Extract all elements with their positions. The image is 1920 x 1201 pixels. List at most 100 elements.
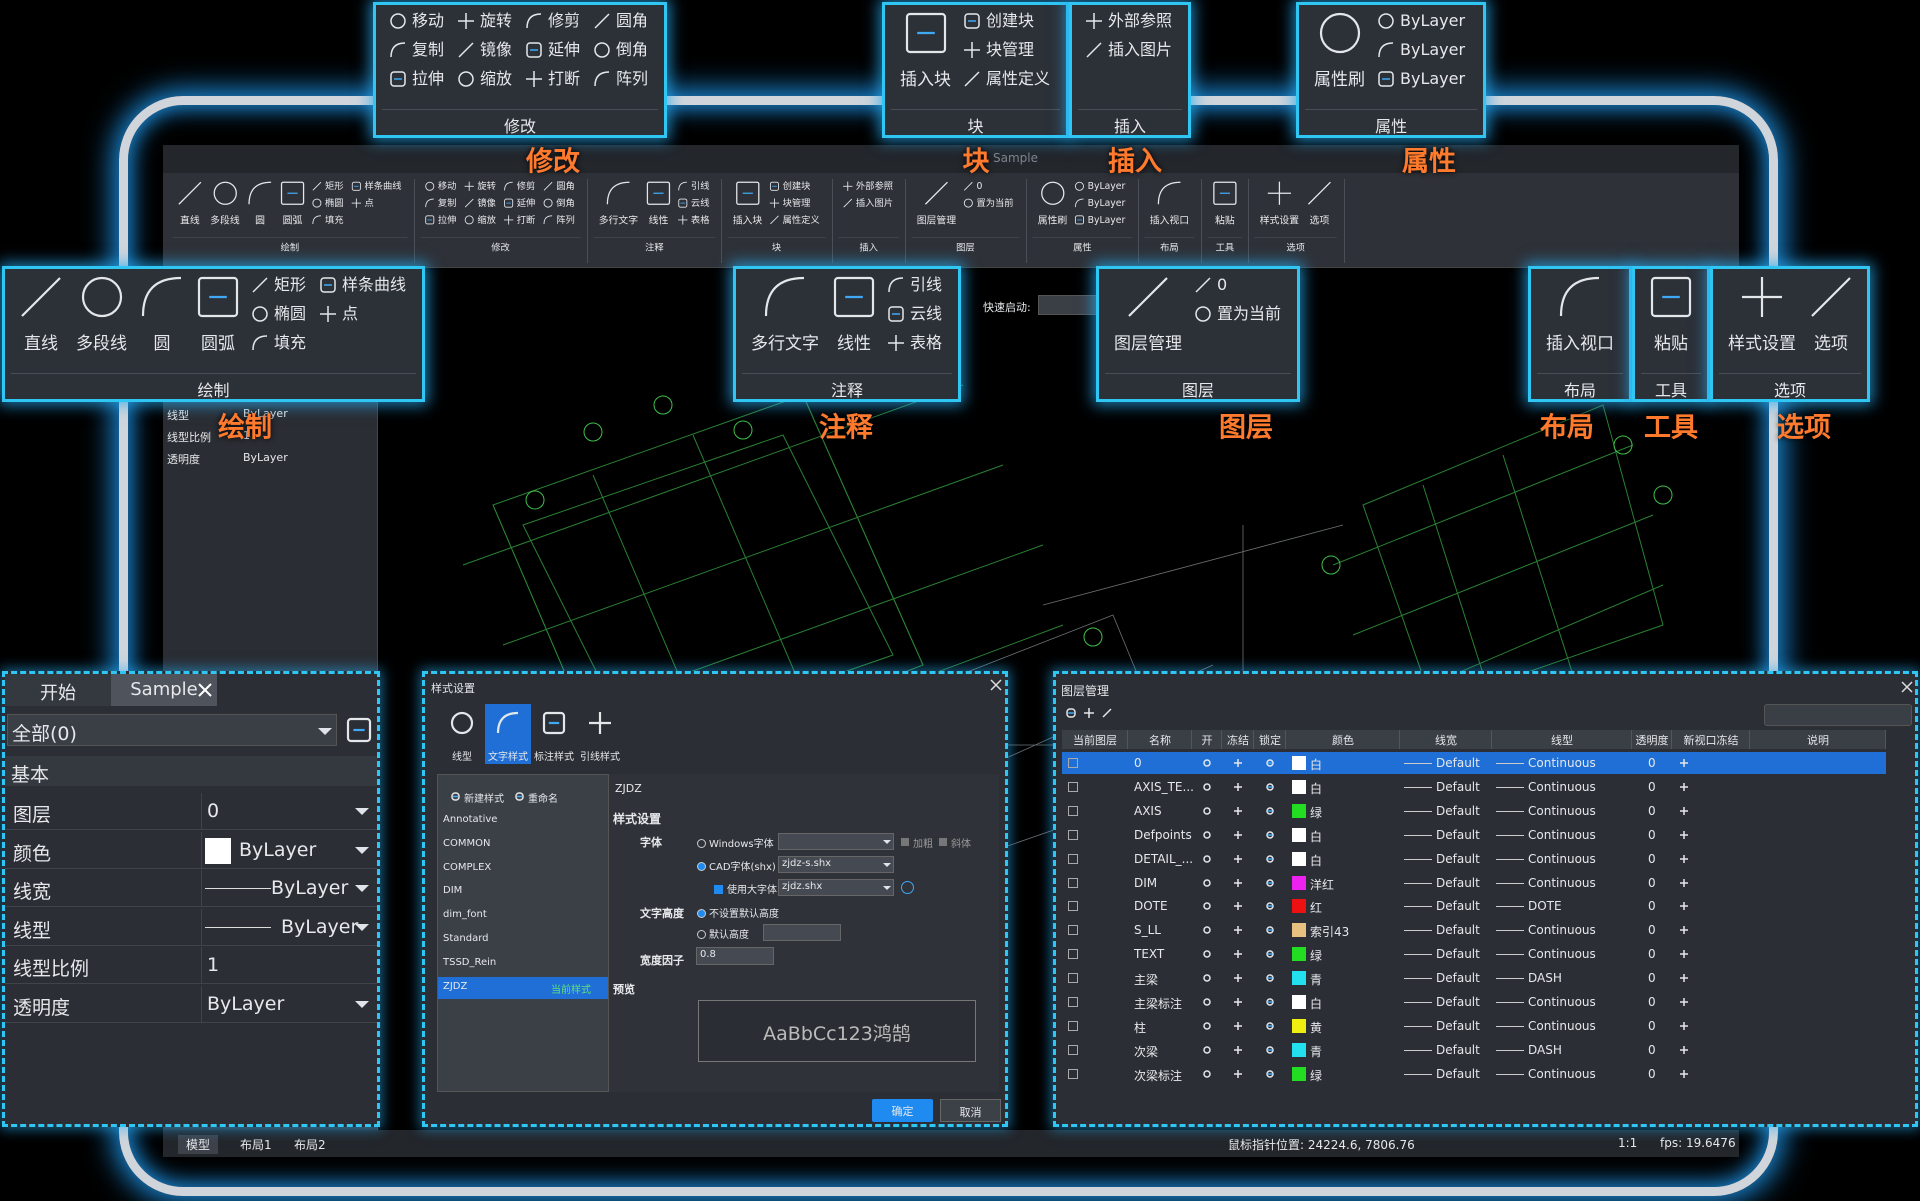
layout-tab[interactable]: 模型 <box>178 1135 219 1154</box>
search-box[interactable] <box>1764 704 1912 726</box>
style-item[interactable]: dim_font <box>443 909 487 921</box>
large-button-label[interactable]: 直线 <box>24 334 58 354</box>
small-button-label[interactable]: 修剪 <box>516 180 535 192</box>
small-button-label[interactable]: 填充 <box>274 333 307 352</box>
small-button-label[interactable]: 块管理 <box>986 40 1035 59</box>
small-button-label[interactable]: ByLayer <box>1400 11 1466 30</box>
small-button-label[interactable]: 外部参照 <box>1108 11 1173 30</box>
large-button-label[interactable]: 线性 <box>837 334 871 354</box>
small-button-label[interactable]: 表格 <box>910 333 943 352</box>
style-item[interactable]: DIM <box>443 885 463 897</box>
small-button-label[interactable]: 倒角 <box>616 40 649 59</box>
large-button-label[interactable]: 插入块 <box>900 70 951 90</box>
style-item[interactable]: COMPLEX <box>443 861 492 873</box>
width-input[interactable]: 0.8 <box>696 947 774 965</box>
small-button-label[interactable]: ByLayer <box>1087 214 1125 226</box>
layer-filter-dropdown[interactable]: 全部(0) <box>7 714 337 746</box>
small-button-label[interactable]: 引线 <box>690 180 709 192</box>
large-button-label[interactable]: 插入块 <box>732 214 763 227</box>
small-button-label[interactable]: 引线 <box>910 275 943 294</box>
small-button-label[interactable]: ByLayer <box>1400 69 1466 88</box>
small-button-label[interactable]: 样条曲线 <box>342 275 407 294</box>
large-button-label[interactable]: 多段线 <box>210 214 240 227</box>
cancel-button[interactable]: 取消 <box>940 1099 1001 1122</box>
small-button-label[interactable]: 插入图片 <box>1108 40 1173 59</box>
small-button-label[interactable]: 属性定义 <box>986 69 1051 88</box>
small-button-label[interactable]: 修剪 <box>548 11 581 30</box>
dialog-tab[interactable]: 文字样式 <box>488 752 528 763</box>
small-button-label[interactable]: 复制 <box>412 40 445 59</box>
style-item[interactable]: COMMON <box>443 837 491 849</box>
large-button-label[interactable]: 属性刷 <box>1037 214 1067 227</box>
small-button-label[interactable]: 表格 <box>690 214 709 226</box>
small-button-label[interactable]: 缩放 <box>480 69 513 88</box>
style-item[interactable]: TSSD_Rein <box>443 956 497 968</box>
small-button-label[interactable]: 插入图片 <box>855 197 893 209</box>
large-button-label[interactable]: 样式设置 <box>1260 214 1300 227</box>
small-button-label[interactable]: 延伸 <box>516 197 535 209</box>
large-button-label[interactable]: 样式设置 <box>1728 334 1796 354</box>
large-button-label[interactable]: 图层管理 <box>1114 334 1182 354</box>
dropdown[interactable] <box>778 833 894 850</box>
large-button-label[interactable]: 图层管理 <box>916 214 957 227</box>
large-button-label[interactable]: 圆 <box>153 334 171 354</box>
style-item[interactable]: ZJDZ <box>443 980 468 992</box>
small-button-label[interactable]: 云线 <box>910 304 943 323</box>
dialog-tab[interactable]: 标注样式 <box>534 752 574 763</box>
small-button-label[interactable]: 0 <box>1217 275 1228 294</box>
small-button-label[interactable]: 圆角 <box>555 180 575 192</box>
small-button-label[interactable]: 打断 <box>516 214 535 226</box>
large-button-label[interactable]: 线性 <box>648 214 668 227</box>
small-button-label[interactable]: 椭圆 <box>274 304 307 323</box>
small-button-label[interactable]: 打断 <box>548 69 581 88</box>
small-button-label[interactable]: 置为当前 <box>1217 304 1282 323</box>
small-button-label[interactable]: ByLayer <box>1400 40 1466 59</box>
layer-row[interactable] <box>1062 752 1886 774</box>
small-button-label[interactable]: 创建块 <box>986 11 1035 30</box>
large-button-label[interactable]: 圆 <box>255 214 265 227</box>
small-button-label[interactable]: 拉伸 <box>412 69 445 88</box>
dropdown[interactable]: zjdz-s.shx <box>778 856 894 873</box>
dialog-tab[interactable]: 引线样式 <box>580 752 620 763</box>
small-button-label[interactable]: 矩形 <box>325 180 344 192</box>
small-button-label[interactable]: 移动 <box>412 11 445 30</box>
large-button-label[interactable]: 圆弧 <box>282 214 303 227</box>
small-button-label[interactable]: 创建块 <box>782 180 811 192</box>
small-button-label[interactable]: 云线 <box>690 197 709 209</box>
dialog-tab[interactable]: 线型 <box>452 752 472 763</box>
large-button-label[interactable]: 选项 <box>1814 334 1848 354</box>
small-button-label[interactable]: 块管理 <box>782 197 811 209</box>
large-button-label[interactable]: 粘贴 <box>1654 334 1688 354</box>
small-button-label[interactable]: 样条曲线 <box>364 180 402 192</box>
large-button-label[interactable]: 直线 <box>180 214 200 227</box>
large-button-label[interactable]: 多段线 <box>76 334 127 354</box>
style-item[interactable]: Standard <box>443 933 489 944</box>
large-button-label[interactable]: 插入视口 <box>1546 334 1614 354</box>
large-button-label[interactable]: 圆弧 <box>201 334 235 354</box>
large-button-label[interactable]: 插入视口 <box>1149 214 1190 227</box>
height-input[interactable] <box>763 924 841 941</box>
dropdown[interactable]: zjdz.shx <box>778 879 894 896</box>
ok-button[interactable]: 确定 <box>872 1099 933 1122</box>
small-button-label[interactable]: 填充 <box>325 214 344 226</box>
small-button-label[interactable]: 阵列 <box>616 69 649 88</box>
small-button-label[interactable]: 移动 <box>437 180 457 192</box>
small-button-label[interactable]: ByLayer <box>1087 197 1125 209</box>
large-button-label[interactable]: 粘贴 <box>1214 214 1235 227</box>
small-button-label[interactable]: 镜像 <box>476 197 496 209</box>
small-button-label[interactable]: 点 <box>364 197 374 209</box>
style-action[interactable]: 新建样式 <box>464 794 504 805</box>
small-button-label[interactable]: 拉伸 <box>437 214 457 226</box>
large-button-label[interactable]: 选项 <box>1309 214 1330 227</box>
small-button-label[interactable]: 旋转 <box>476 180 496 192</box>
small-button-label[interactable]: 外部参照 <box>855 180 893 192</box>
small-button-label[interactable]: 阵列 <box>555 214 575 226</box>
panel-tab[interactable]: Sample <box>111 674 217 706</box>
small-button-label[interactable]: 圆角 <box>616 11 649 30</box>
small-button-label[interactable]: ByLayer <box>1087 180 1125 192</box>
layout-tab[interactable]: 布局1 <box>240 1138 272 1152</box>
panel-tab[interactable]: 开始 <box>5 674 111 706</box>
small-button-label[interactable]: 置为当前 <box>976 197 1014 209</box>
small-button-label[interactable]: 缩放 <box>476 214 496 226</box>
large-button-label[interactable]: 多行文字 <box>598 214 638 227</box>
